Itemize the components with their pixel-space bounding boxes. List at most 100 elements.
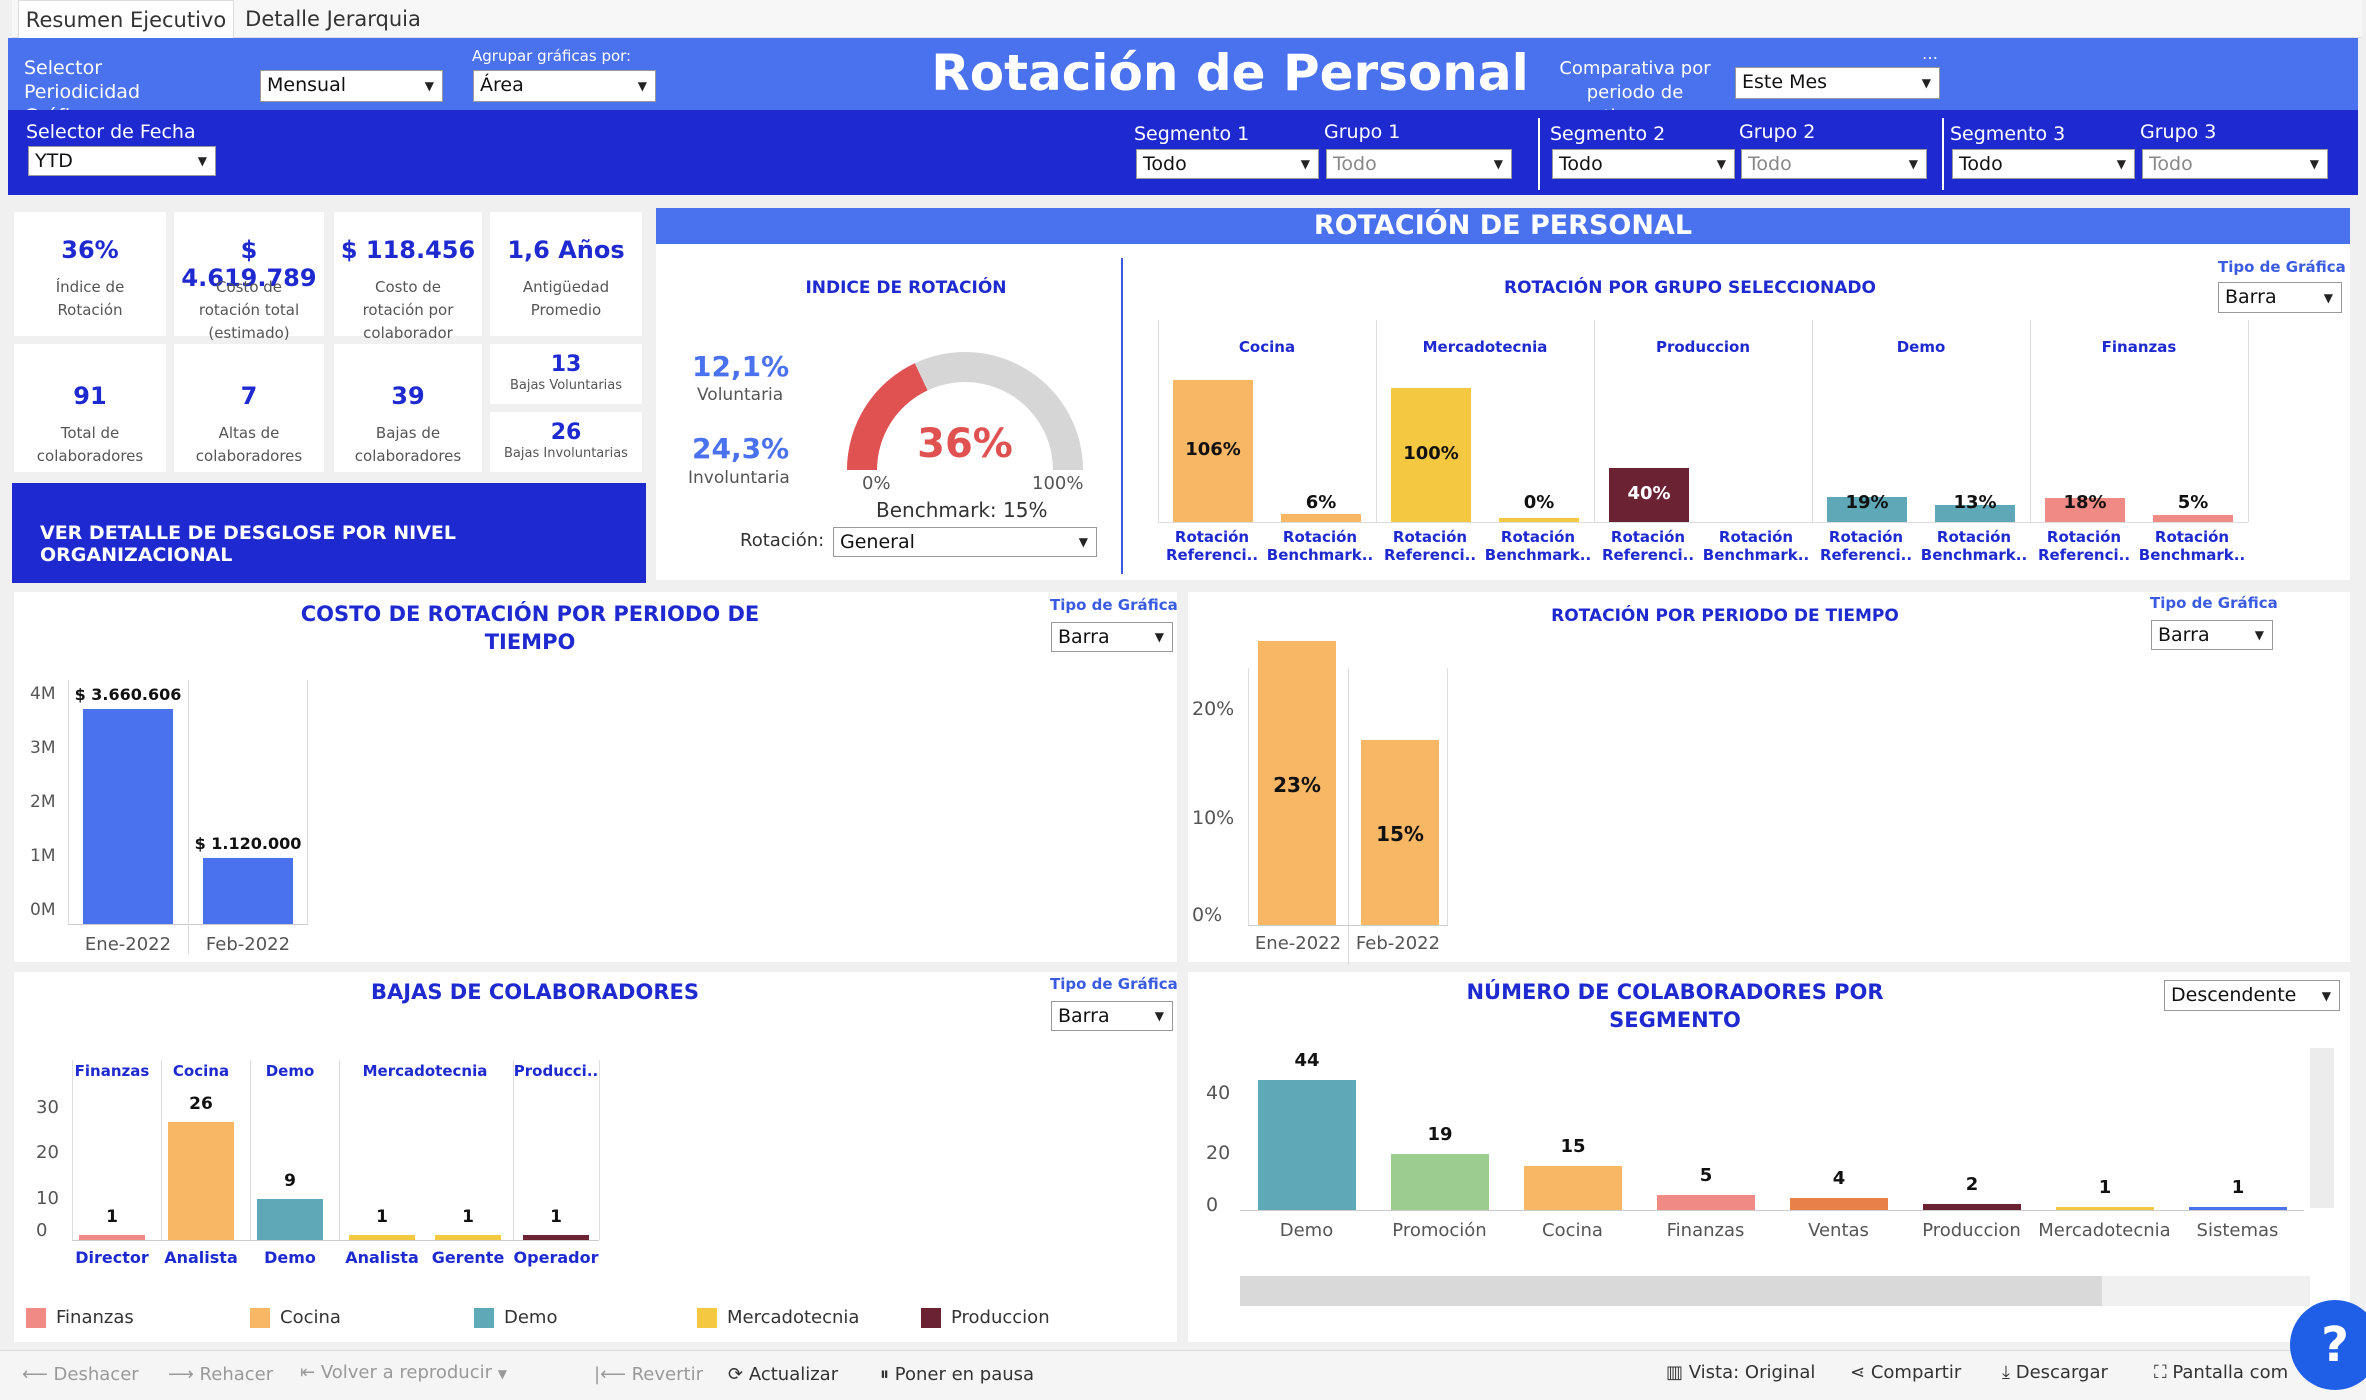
data-label: 18%	[2063, 492, 2107, 513]
legend-label: Mercadotecnia	[727, 1307, 860, 1328]
grupo-1-select[interactable]: Todo ▼	[1326, 149, 1512, 179]
data-label: 15%	[1376, 822, 1424, 847]
fecha-select[interactable]: YTD ▼	[28, 146, 216, 176]
group-header: Demo	[265, 1062, 315, 1080]
group-header: Finanzas	[74, 1062, 150, 1080]
tipo-grafica-select[interactable]: Barra ▼	[1051, 1001, 1173, 1031]
undo-button[interactable]: ⟵ Deshacer	[22, 1364, 139, 1385]
segmento-1-select[interactable]: Todo ▼	[1136, 149, 1319, 179]
download-button[interactable]: ⤓ Descargar	[2002, 1362, 2108, 1383]
periodicidad-select[interactable]: Mensual ▼	[260, 70, 443, 102]
column-divider	[1812, 320, 1813, 522]
vertical-scrollbar[interactable]	[2310, 1048, 2334, 1208]
rotacion-periodo-title: ROTACIÓN POR PERIODO DE TIEMPO	[1551, 606, 1899, 626]
legend-label: Cocina	[280, 1307, 341, 1328]
comparativa-select[interactable]: Este Mes ▼	[1735, 67, 1940, 99]
kpi-total-colaboradores: 91 Total de colaboradores	[14, 344, 166, 472]
fullscreen-button[interactable]: ⛶ Pantalla com	[2154, 1362, 2289, 1383]
segmento-2-select[interactable]: Todo ▼	[1552, 149, 1735, 179]
tab-detalle-jerarquia[interactable]: Detalle Jerarquia	[245, 7, 421, 31]
group-header: Mercadotecnia	[362, 1062, 488, 1080]
group-header: Demo	[1896, 338, 1946, 356]
revert-button[interactable]: |⟵ Revertir	[594, 1364, 703, 1385]
undo-icon: ⟵	[22, 1364, 48, 1385]
chevron-down-icon: ▼	[1078, 535, 1088, 549]
detalle-desglose-button[interactable]: VER DETALLE DE DESGLOSE POR NIVEL ORGANI…	[12, 483, 646, 583]
kpi-value: 13	[550, 352, 582, 377]
tipo-grafica-select[interactable]: Barra ▼	[2218, 282, 2342, 313]
kpi-value: 26	[550, 420, 582, 445]
y-tick: 4M	[30, 684, 56, 704]
rotacion-type-label: Rotación:	[740, 530, 825, 551]
bar	[1281, 513, 1361, 522]
bar	[1258, 1080, 1356, 1210]
refresh-button[interactable]: ⟳ Actualizar	[728, 1364, 839, 1385]
column-divider	[339, 1060, 340, 1240]
more-icon[interactable]: …	[1922, 44, 1938, 63]
kpi-label: Bajas Involuntarias	[504, 446, 628, 461]
bar	[168, 1122, 234, 1240]
gridline	[1348, 668, 1349, 965]
tab-resumen-ejecutivo[interactable]: Resumen Ejecutivo	[18, 0, 234, 38]
category-label: Rotación Benchmark..	[1266, 528, 1374, 564]
y-tick: 10%	[1192, 807, 1235, 829]
kpi-label: Total de colaboradores	[36, 424, 144, 465]
tipo-grafica-label: Tipo de Gráfica	[1050, 596, 1178, 614]
chevron-down-icon: ▼	[1493, 157, 1503, 171]
scrollbar-thumb[interactable]	[1240, 1276, 2102, 1306]
view-button[interactable]: ▥ Vista: Original	[1666, 1362, 1816, 1383]
share-button[interactable]: ⋖ Compartir	[1850, 1362, 1962, 1383]
bajas-chart-title: BAJAS DE COLABORADORES	[371, 980, 699, 1004]
category-label: Rotación Referenci..	[1165, 528, 1259, 564]
y-tick: 10	[36, 1188, 59, 1209]
category-label: Rotación Referenci..	[1383, 528, 1477, 564]
column-divider	[513, 1060, 514, 1240]
chevron-down-icon: ▼	[1921, 76, 1931, 90]
help-button[interactable]: ?	[2290, 1300, 2366, 1390]
bar	[1173, 380, 1253, 522]
category-label: Rotación Referenci..	[1601, 528, 1695, 564]
agrupar-select[interactable]: Área ▼	[473, 70, 656, 102]
tipo-grafica-select[interactable]: Barra ▼	[1051, 622, 1173, 652]
rotacion-type-select[interactable]: General ▼	[833, 527, 1097, 557]
chevron-down-icon: ▼	[2323, 290, 2333, 305]
grupo-2-select[interactable]: Todo ▼	[1741, 149, 1927, 179]
costo-chart-title: COSTO DE ROTACIÓN POR PERIODO DE TIEMPO	[300, 602, 760, 654]
gauge-max: 100%	[1032, 473, 1084, 494]
orden-select[interactable]: Descendente ▼	[2164, 980, 2340, 1011]
chevron-down-icon: ▼	[1716, 157, 1726, 171]
x-tick: Ene-2022	[1254, 933, 1342, 954]
legend-swatch	[26, 1308, 46, 1328]
y-tick: 2M	[30, 792, 56, 812]
y-tick: 20	[36, 1142, 59, 1163]
tipo-grafica-select[interactable]: Barra ▼	[2151, 620, 2273, 650]
grupo-3-select[interactable]: Todo ▼	[2142, 149, 2328, 179]
pause-button[interactable]: ⏸ Poner en pausa	[880, 1364, 1035, 1385]
replay-button[interactable]: ⇤ Volver a reproducir ▼	[300, 1362, 507, 1383]
x-tick: Demo	[1279, 1220, 1334, 1241]
group-header: Finanzas	[2101, 338, 2177, 356]
data-label: 26	[189, 1094, 213, 1114]
legend-swatch	[250, 1308, 270, 1328]
plot-area	[68, 680, 308, 924]
column-divider	[2030, 320, 2031, 522]
category-label: Director	[75, 1248, 149, 1267]
plot-area	[1248, 668, 1448, 925]
tab-bar	[12, 0, 2362, 38]
x-tick: Mercadotecnia	[2038, 1220, 2171, 1241]
data-label: 23%	[1273, 772, 1321, 797]
kpi-bajas-voluntarias: 13 Bajas Voluntarias	[490, 344, 642, 404]
data-label: 1	[2098, 1177, 2112, 1199]
redo-button[interactable]: ⟶ Rehacer	[168, 1364, 274, 1385]
legend-label: Demo	[504, 1307, 558, 1328]
question-icon: ?	[2321, 1317, 2349, 1373]
kpi-value: 7	[240, 382, 258, 410]
legend-label: Finanzas	[56, 1307, 134, 1328]
grupo-1-label: Grupo 1	[1324, 121, 1401, 143]
segmento-3-select[interactable]: Todo ▼	[1952, 149, 2135, 179]
gridline	[188, 680, 189, 954]
segmento-3-label: Segmento 3	[1950, 123, 2066, 145]
legend-swatch	[697, 1308, 717, 1328]
tipo-grafica-label: Tipo de Gráfica	[1050, 975, 1178, 993]
column-divider	[1376, 320, 1377, 522]
